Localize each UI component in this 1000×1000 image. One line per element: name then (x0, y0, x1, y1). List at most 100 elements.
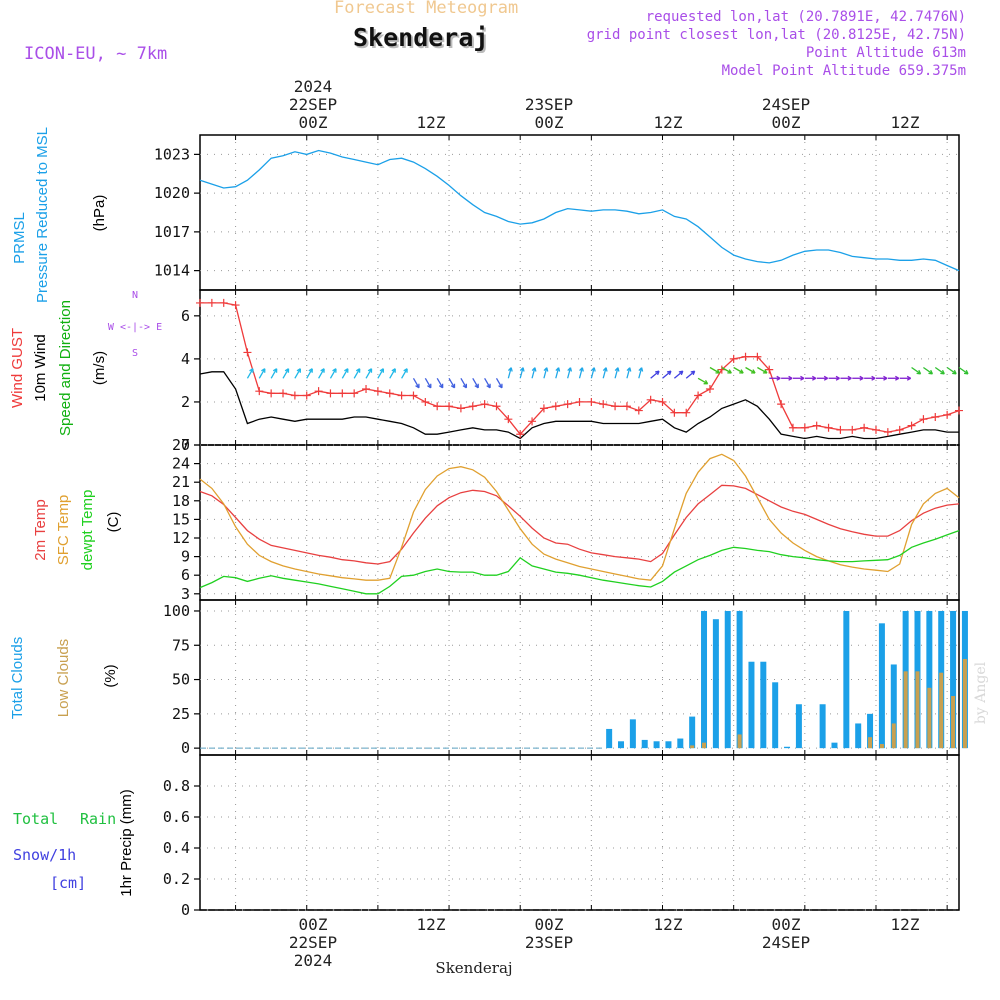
wind-arrow (946, 366, 957, 375)
total-cloud-bar (795, 704, 802, 749)
low-cloud-bar (939, 672, 944, 749)
bottom-date-label: 22SEP (289, 933, 337, 952)
wind-arrow-head (261, 368, 266, 373)
gust-marker (943, 410, 952, 419)
gust-marker (955, 406, 963, 415)
wind-arrow-head (308, 368, 313, 373)
wind-arrow (389, 368, 396, 379)
y-tick-label: 1023 (154, 145, 190, 163)
gust-marker (788, 423, 797, 432)
wind-arrow (353, 368, 361, 379)
wind-arrow-head (940, 369, 945, 375)
wind-arrow-head (963, 369, 969, 375)
low-cloud-bar (737, 734, 742, 749)
wind-arrow-head (703, 380, 709, 385)
top-date-label: 23SEP (525, 95, 573, 114)
wind-arrow (555, 367, 560, 379)
wind-arrow-head (296, 368, 302, 373)
y-tick-label: 0.8 (163, 777, 190, 795)
top-time-label: 00Z (535, 113, 564, 132)
total-cloud-bar (712, 619, 719, 749)
wind-arrow (697, 377, 708, 385)
gust-marker (373, 387, 382, 396)
wind-arrow (495, 377, 503, 389)
series-line-dewpt-temp (199, 529, 960, 595)
wind-arrow (685, 370, 696, 379)
wind-arrow (282, 368, 290, 379)
wind-arrow-head (567, 367, 573, 372)
gust-marker (528, 417, 537, 426)
gust-marker (907, 421, 916, 430)
wind-arrow (757, 366, 768, 374)
total-cloud-bar (665, 741, 672, 749)
gust-marker (824, 423, 833, 432)
wind-arrow (578, 367, 583, 379)
wind-arrow-head (486, 383, 491, 389)
precip-unit-label: 1hr Precip (mm) (118, 789, 135, 897)
total-cloud-bar (950, 610, 957, 749)
total-cloud-bar (701, 610, 708, 749)
wind-arrow (329, 368, 337, 379)
wind-arrow-head (895, 375, 900, 381)
gust-marker (314, 387, 323, 396)
wind-arrow-head (916, 369, 922, 375)
gust-marker (196, 298, 204, 307)
wind-arrow-head (543, 367, 549, 372)
wind-arrow (662, 370, 672, 379)
gust-marker (433, 402, 442, 411)
y-tick-label: 0.4 (163, 839, 190, 857)
wind-arrow-head (952, 369, 957, 375)
wind-arrow-head (678, 370, 684, 376)
bottom-time-label: 12Z (891, 915, 920, 934)
wind-arrow (531, 367, 536, 379)
wind-arrow (507, 367, 512, 379)
gust-marker (516, 430, 525, 439)
gust-marker (611, 402, 620, 411)
bottom-year-label: 2024 (294, 951, 333, 970)
gust-marker (456, 404, 465, 413)
gust-marker (883, 428, 892, 437)
y-tick-label: 100 (163, 602, 190, 620)
wind-arrow (294, 368, 301, 379)
wind-arrow (567, 367, 572, 379)
low-cloud-bar (868, 737, 873, 749)
wind-arrow-head (871, 375, 876, 381)
gust-marker (219, 298, 228, 307)
wind-unit-label: (m/s) (91, 351, 108, 385)
gust-marker (682, 408, 691, 417)
gust-marker (421, 397, 430, 406)
grid-lines (200, 135, 959, 911)
wind-arrow-head (320, 368, 325, 373)
wind-arrow (401, 368, 408, 379)
y-tick-label: 0 (181, 436, 190, 454)
wind-arrow-head (655, 370, 660, 376)
y-tick-label: 0 (181, 901, 190, 919)
total-cloud-bar (878, 623, 885, 749)
wind-arrow-head (519, 367, 525, 372)
wind-arrow-head (391, 368, 396, 373)
total-cloud-bar (724, 610, 731, 749)
top-time-label: 00Z (772, 113, 801, 132)
wind-arrow-head (762, 369, 768, 374)
wind-arrow-head (555, 367, 561, 372)
gust-marker (694, 391, 703, 400)
wind-arrow (270, 368, 278, 379)
wind-arrow (377, 368, 384, 379)
gust-marker (350, 389, 359, 398)
series-line-sfc-temp (199, 453, 960, 581)
wind-arrow-head (776, 375, 781, 381)
wind-arrow-head (332, 368, 337, 373)
top-date-label: 24SEP (762, 95, 810, 114)
footer-location: Skenderaj (435, 959, 512, 977)
y-tick-label: 1017 (154, 223, 190, 241)
wind-arrow (923, 366, 933, 375)
wind-arrow-head (462, 383, 468, 389)
gust-marker (622, 402, 631, 411)
top-time-label: 12Z (654, 113, 683, 132)
low-cloud-bar (927, 687, 932, 749)
gust-marker (563, 400, 572, 409)
gust-marker (207, 298, 216, 307)
series-line-10m-wind (199, 371, 959, 440)
wind-arrow (650, 370, 660, 379)
